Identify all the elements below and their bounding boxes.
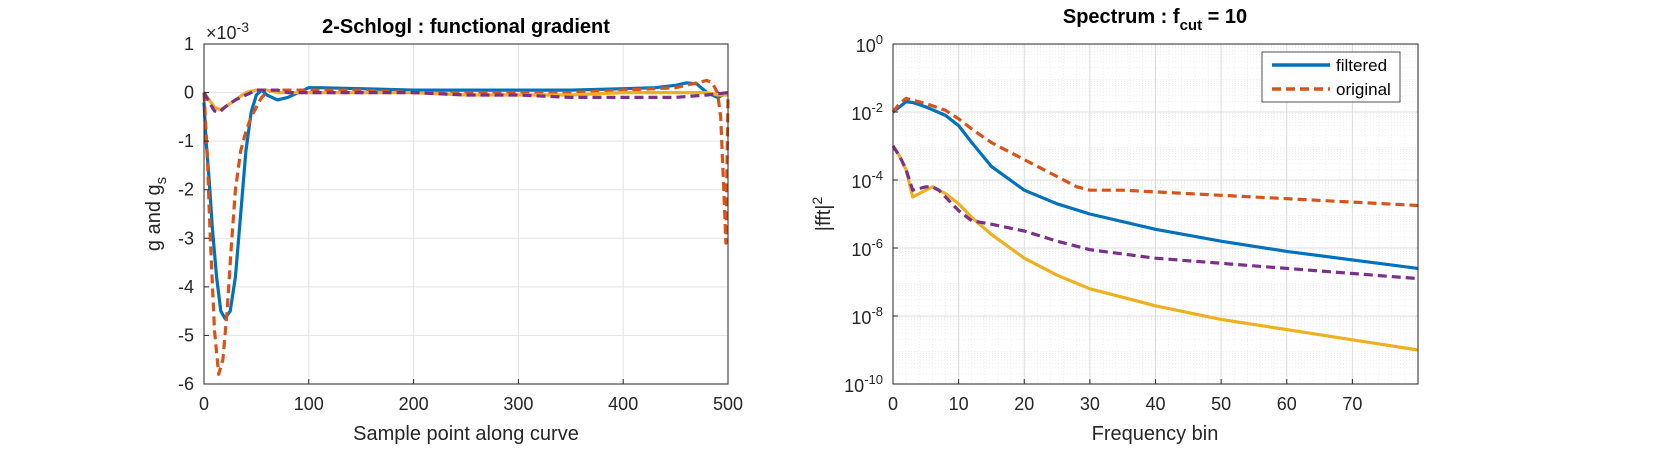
left-series bbox=[202, 78, 730, 376]
right-x-label: Frequency bin bbox=[1092, 423, 1219, 445]
right-y-tick-label: 10-2 bbox=[851, 100, 883, 124]
left-x-tick-label: 0 bbox=[199, 394, 209, 414]
right-y-tick-label: 10-6 bbox=[851, 236, 883, 260]
left-y-label-sub: s bbox=[153, 177, 170, 185]
left-plot: 0 100 200 300 400 500 1 0 -1 -2 -3 -4 -5 -6 2-Schlogl… bbox=[143, 16, 743, 445]
left-y-label-main: g and g bbox=[143, 184, 165, 251]
left-y-tick-label: 1 bbox=[184, 34, 194, 54]
right-x-tick-label: 10 bbox=[949, 394, 969, 414]
left-exponent: ×10-3 bbox=[206, 19, 249, 43]
right-y-tick-label: 100 bbox=[856, 32, 883, 56]
right-ticks: 0 10 20 30 40 50 60 70 100 10-2 10-4 10-6 10-8 10-10 bbox=[844, 32, 1362, 414]
left-y-tick-label: -5 bbox=[178, 325, 194, 345]
left-y-tick-label: 0 bbox=[184, 83, 194, 103]
left-y-tick-label: -4 bbox=[178, 277, 194, 297]
right-y-tick-label: 10-4 bbox=[851, 168, 883, 192]
right-x-tick-label: 40 bbox=[1145, 394, 1165, 414]
left-plot-area bbox=[204, 44, 728, 384]
right-x-tick-label: 60 bbox=[1277, 394, 1297, 414]
legend-label-original: original bbox=[1336, 80, 1391, 99]
right-series-line-1 bbox=[892, 100, 1419, 270]
left-x-tick-label: 400 bbox=[608, 394, 638, 414]
left-x-tick-label: 200 bbox=[399, 394, 429, 414]
left-y-tick-label: -3 bbox=[178, 228, 194, 248]
legend-box bbox=[1261, 51, 1401, 103]
right-title: Spectrum : fcut = 10 bbox=[1063, 6, 1247, 34]
left-axes-box bbox=[203, 43, 729, 385]
left-x-tick-label: 100 bbox=[294, 394, 324, 414]
left-y-tick-label: -2 bbox=[178, 180, 194, 200]
right-y-tick-label: 10-8 bbox=[851, 304, 883, 328]
right-x-tick-label: 30 bbox=[1080, 394, 1100, 414]
right-x-tick-label: 20 bbox=[1014, 394, 1034, 414]
legend: filtered original bbox=[1261, 51, 1401, 103]
left-exponent-base: ×10 bbox=[206, 23, 237, 43]
right-series-line-2 bbox=[891, 96, 1419, 208]
right-x-tick-label: 0 bbox=[888, 394, 898, 414]
left-series-line-1 bbox=[202, 81, 729, 320]
left-x-label: Sample point along curve bbox=[353, 423, 579, 445]
left-title: 2-Schlogl : functional gradient bbox=[322, 16, 610, 38]
right-title-tail: = 10 bbox=[1202, 6, 1247, 28]
right-title-sub: cut bbox=[1180, 17, 1203, 34]
left-series-line-2 bbox=[202, 78, 730, 376]
left-y-tick-label: -6 bbox=[178, 374, 194, 394]
right-plot: 0 10 20 30 40 50 60 7010010-210-410-610-810-10 … bbox=[809, 6, 1419, 445]
right-y-label: |fft|2 bbox=[809, 197, 835, 232]
left-exponent-power: -3 bbox=[237, 19, 250, 35]
left-ticks: 0 100 200 300 400 500 1 0 -1 -2 -3 -4 -5 -6 bbox=[178, 34, 743, 414]
left-x-tick-label: 500 bbox=[713, 394, 743, 414]
left-y-label: g and gs bbox=[143, 177, 170, 251]
right-series-line-3 bbox=[891, 145, 1419, 352]
left-series-line-4 bbox=[202, 88, 729, 114]
right-y-label-sup: 2 bbox=[809, 197, 825, 205]
left-y-tick-label: -1 bbox=[178, 131, 194, 151]
left-x-tick-label: 300 bbox=[503, 394, 533, 414]
right-y-tick-label: 10-10 bbox=[844, 372, 883, 396]
right-x-tick-label: 70 bbox=[1342, 394, 1362, 414]
right-series bbox=[891, 96, 1419, 352]
right-x-tick-label: 50 bbox=[1211, 394, 1231, 414]
right-series-line-4 bbox=[891, 145, 1419, 281]
legend-label-filtered: filtered bbox=[1336, 56, 1387, 75]
right-y-label-main: |fft| bbox=[813, 205, 835, 232]
right-title-main: Spectrum : f bbox=[1063, 6, 1180, 28]
